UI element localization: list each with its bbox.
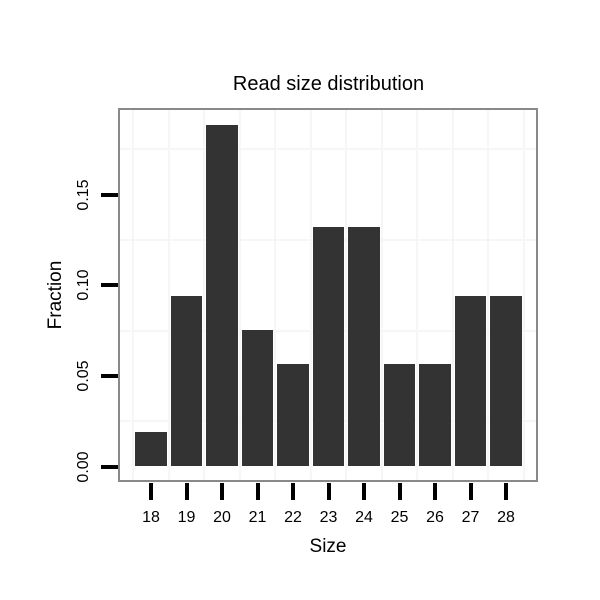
x-tick-label-19: 19 (177, 509, 196, 526)
x-tick-22 (291, 483, 295, 500)
x-tick-26 (433, 483, 437, 500)
x-tick-label-23: 23 (319, 509, 338, 526)
grid-line-v (487, 110, 490, 480)
bar-19 (170, 295, 203, 467)
grid-line-v (132, 110, 135, 480)
x-tick-label-27: 27 (461, 509, 480, 526)
x-tick-label-24: 24 (355, 509, 373, 526)
x-axis-title: Size (309, 536, 347, 557)
bar-28 (490, 295, 522, 467)
x-tick-21 (255, 483, 260, 500)
grid-line-v (203, 110, 206, 480)
x-tick-label-18: 18 (142, 509, 160, 526)
y-tick-label-0.05: 0.05 (75, 360, 92, 392)
x-tick-20 (220, 483, 224, 500)
bar-18 (135, 432, 167, 467)
grid-line-v (309, 110, 312, 480)
grid-line-v (380, 110, 383, 480)
y-tick-label-0.00: 0.00 (75, 450, 92, 483)
x-tick-label-26: 26 (426, 509, 444, 526)
y-tick-0.00 (101, 464, 118, 469)
x-tick-28 (504, 483, 508, 500)
y-tick-label-0.15: 0.15 (75, 179, 92, 211)
x-tick-label-21: 21 (248, 509, 267, 526)
bar-23 (312, 227, 345, 467)
x-tick-label-25: 25 (390, 509, 409, 526)
grid-line-v (274, 110, 277, 480)
bar-20 (206, 124, 238, 467)
x-tick-18 (149, 483, 153, 500)
grid-line-v (345, 110, 348, 480)
x-tick-25 (397, 483, 402, 500)
x-tick-label-22: 22 (284, 509, 302, 526)
grid-line-v (238, 110, 241, 480)
y-tick-label-0.10: 0.10 (75, 269, 92, 301)
x-tick-label-20: 20 (213, 509, 231, 526)
grid-line-h (120, 148, 536, 151)
grid-line-v (522, 110, 525, 480)
bar-24 (348, 227, 380, 467)
chart-title: Read size distribution (232, 73, 425, 95)
bar-22 (277, 363, 309, 467)
grid-line-v (416, 110, 419, 480)
y-tick-0.05 (101, 373, 118, 378)
bar-25 (383, 363, 416, 467)
bar-26 (419, 363, 451, 467)
x-tick-label-28: 28 (497, 509, 515, 526)
y-axis-title: Fraction (45, 260, 66, 330)
y-tick-0.15 (101, 192, 118, 197)
bar-27 (454, 295, 487, 467)
y-tick-0.10 (101, 283, 118, 288)
grid-line-v (167, 110, 170, 480)
x-tick-27 (468, 483, 473, 500)
x-tick-23 (326, 483, 331, 500)
x-tick-19 (184, 483, 189, 500)
grid-line-v (451, 110, 454, 480)
x-tick-24 (362, 483, 366, 500)
bar-21 (241, 329, 274, 467)
